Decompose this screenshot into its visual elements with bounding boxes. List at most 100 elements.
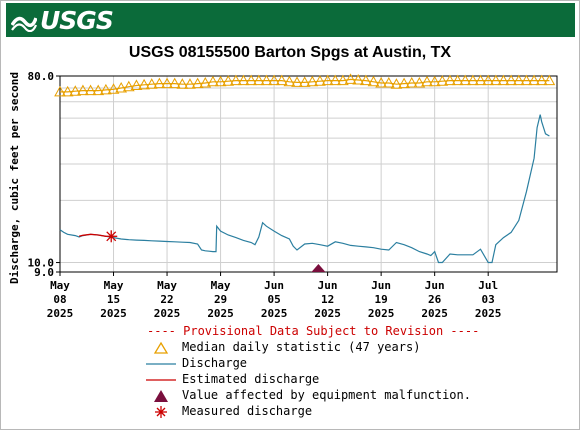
median-point [459, 74, 472, 86]
x-tick-label: May [157, 279, 177, 292]
x-tick-label: 03 [482, 293, 495, 306]
x-tick-label: 19 [375, 293, 388, 306]
median-point [451, 74, 464, 86]
estimated-line [78, 233, 107, 237]
median-point [474, 74, 487, 86]
provisional-notice: ---- Provisional Data Subject to Revisio… [147, 324, 480, 338]
x-tick-label: 2025 [47, 307, 74, 320]
usgs-logo-text: USGS [40, 6, 114, 35]
x-tick-label: Jun [371, 279, 391, 292]
median-point [528, 74, 540, 86]
median-point [375, 76, 387, 88]
x-tick-label: Jun [425, 279, 445, 292]
plot-area-border [59, 75, 558, 273]
median-point [505, 74, 517, 86]
median-point [413, 76, 426, 88]
x-tick-label: 2025 [261, 307, 288, 320]
median-point [390, 78, 403, 89]
median-point [122, 80, 135, 92]
median-point [199, 76, 212, 88]
median-point [260, 74, 273, 86]
median-triangle-icon [153, 341, 169, 354]
median-point [69, 85, 82, 96]
y-tick-label: 10.0 [28, 257, 55, 270]
median-point [489, 74, 502, 86]
median-point [138, 78, 150, 90]
x-tick-label: Jun [264, 279, 284, 292]
x-tick-label: May [104, 279, 124, 292]
usgs-banner: USGS [6, 3, 575, 37]
median-point [207, 75, 219, 87]
median-point [512, 74, 525, 86]
legend-label: Value affected by equipment malfunction. [182, 388, 471, 402]
median-point [535, 74, 548, 86]
median-point [382, 76, 395, 88]
median-point [283, 75, 296, 87]
median-point [291, 76, 303, 87]
median-point [214, 75, 227, 87]
median-point [321, 74, 334, 86]
x-tick-label: 08 [53, 293, 66, 306]
median-point [61, 85, 74, 97]
median-point [497, 74, 510, 86]
x-tick-label: 22 [160, 293, 173, 306]
x-tick-label: 2025 [100, 307, 127, 320]
median-point [176, 78, 189, 89]
y-axis-label: Discharge, cubic feet per second [8, 72, 21, 284]
median-point [421, 75, 433, 87]
median-point [344, 73, 357, 84]
legend-label: Discharge [182, 356, 248, 370]
median-point [329, 74, 342, 86]
usgs-wave-icon [11, 16, 37, 32]
median-point [352, 73, 365, 85]
discharge-chart: 80.0 10.09.0 Discharge, cubic feet per sec… [8, 70, 558, 320]
x-tick-label: 2025 [207, 307, 234, 320]
median-point [92, 84, 105, 96]
median-point [191, 77, 204, 89]
median-point [107, 83, 120, 94]
measured-point-stroke [106, 231, 117, 242]
x-tick-label: 05 [267, 293, 280, 306]
x-tick-label: 2025 [368, 307, 395, 320]
median-point [436, 75, 449, 86]
median-point [543, 74, 556, 86]
median-point [428, 75, 441, 87]
malfunction-triangle-icon [154, 390, 168, 402]
median-point [54, 85, 66, 97]
median-point [184, 78, 196, 89]
median-point [100, 83, 112, 95]
median-point [145, 78, 158, 89]
y-tick-label: 9.0 [34, 266, 54, 279]
median-point [153, 77, 166, 89]
x-tick-label: 12 [321, 293, 334, 306]
estimated-line-icon [146, 379, 176, 381]
median-point [520, 74, 533, 86]
x-tick-label: 2025 [154, 307, 181, 320]
x-tick-label: 2025 [314, 307, 341, 320]
x-tick-label: Jun [318, 279, 338, 292]
median-point [467, 74, 479, 86]
median-point [115, 81, 128, 93]
median-point [77, 84, 89, 96]
median-point [275, 74, 288, 86]
x-tick-label: Jul [478, 279, 498, 292]
median-point [230, 74, 242, 86]
median-point [482, 74, 495, 86]
median-point [161, 77, 173, 89]
x-tick-label: 2025 [475, 307, 502, 320]
median-point [268, 74, 280, 86]
median-point [252, 74, 265, 86]
measured-point [105, 230, 118, 243]
measured-star-icon [155, 406, 167, 418]
median-point [398, 77, 410, 89]
x-tick-label: 2025 [421, 307, 448, 320]
median-point [444, 74, 456, 86]
median-point [298, 76, 311, 87]
median-point [84, 84, 97, 96]
median-point [314, 75, 326, 86]
x-tick-label: May [211, 279, 231, 292]
chart-title: USGS 08155500 Barton Spgs at Austin, TX [128, 44, 452, 61]
x-tick-label: 15 [107, 293, 120, 306]
median-point [245, 74, 258, 86]
